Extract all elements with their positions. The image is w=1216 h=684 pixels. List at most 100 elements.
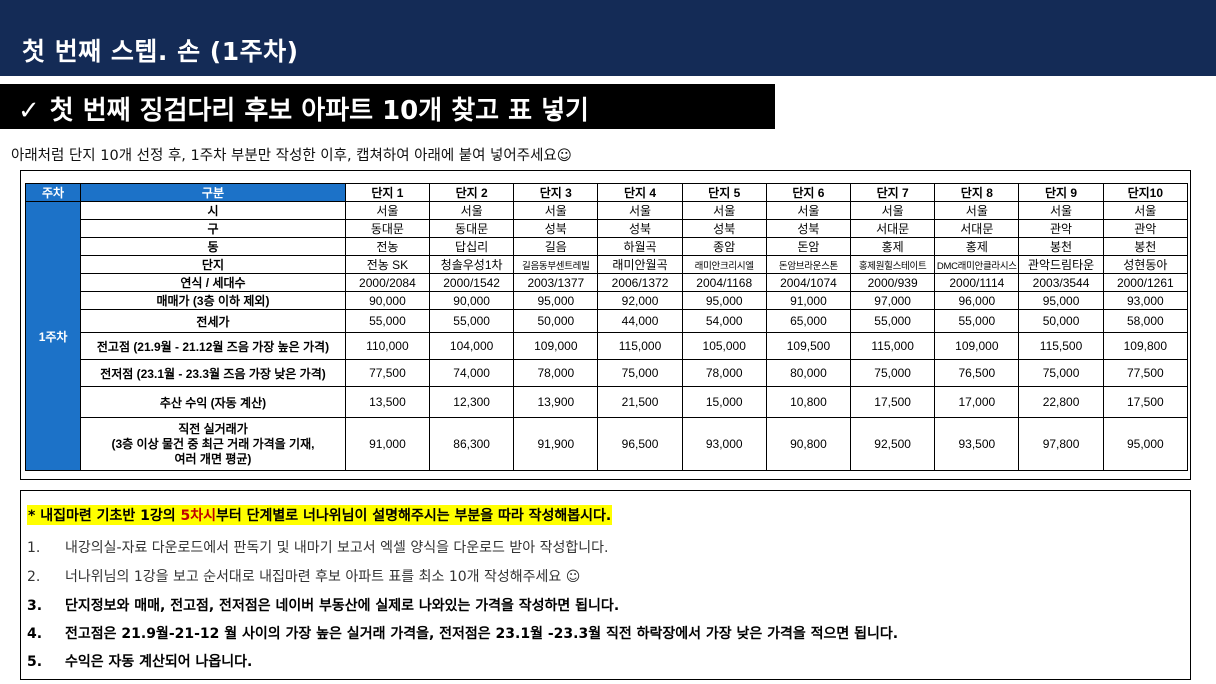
- note-item-3: 3. 단지정보와 매매, 전고점, 전저점은 네이버 부동산에 실제로 나와있는 …: [27, 595, 619, 615]
- note-number: 3.: [27, 598, 43, 614]
- table-cell: 55,000: [344, 309, 431, 333]
- table-cell: 2000/939: [850, 273, 936, 292]
- row-label: 동: [80, 237, 346, 256]
- table-cell: 성북: [765, 219, 852, 238]
- table-cell: 115,000: [597, 332, 683, 360]
- row-label: 전고점 (21.9월 - 21.12월 즈음 가장 높은 가격): [80, 332, 346, 360]
- table-cell: 13,900: [513, 386, 599, 418]
- table-cell: 75,000: [597, 359, 683, 387]
- table-cell: 65,000: [765, 309, 852, 333]
- header-category: 구분: [80, 183, 346, 202]
- section-banner: ✓ 첫 번째 징검다리 후보 아파트 10개 찾고 표 넣기: [0, 84, 775, 129]
- table-cell: 홍제원힐스테이트: [850, 255, 936, 274]
- table-cell: 홍제: [850, 237, 936, 256]
- note-text: 내강의실-자료 다운로드에서 판독기 및 내마기 보고서 엑셀 양식을 다운로드…: [65, 540, 609, 556]
- table-cell: 래미안월곡: [597, 255, 683, 274]
- table-row: 전세가 55,000 55,000 50,000 44,000 54,000 65,000 5…: [26, 309, 1189, 333]
- header-complex-4: 단지 4: [597, 183, 683, 202]
- table-cell: 44,000: [597, 309, 683, 333]
- table-cell: 95,000: [1018, 291, 1104, 310]
- table-cell: 2004/1168: [681, 273, 767, 292]
- table-cell: 15,000: [681, 386, 767, 418]
- table-cell: 55,000: [850, 309, 936, 333]
- table-cell: 55,000: [934, 309, 1020, 333]
- table-cell: 관악: [1018, 219, 1104, 238]
- table-cell: 성북: [597, 219, 683, 238]
- table-cell: 12,300: [429, 386, 515, 418]
- table-cell: 104,000: [429, 332, 515, 360]
- table-cell: 답십리: [429, 237, 515, 256]
- notes-box: * 내집마련 기초반 1강의 5차시부터 단계별로 너나위님이 설명해주시는 부…: [20, 490, 1191, 680]
- table-cell: 78,000: [681, 359, 767, 387]
- table-cell: 17,500: [850, 386, 936, 418]
- note-item-1: 1. 내강의실-자료 다운로드에서 판독기 및 내마기 보고서 엑셀 양식을 다운…: [27, 537, 608, 557]
- table-row: 전고점 (21.9월 - 21.12월 즈음 가장 높은 가격) 110,000 1…: [26, 332, 1189, 360]
- table-cell: 76,500: [934, 359, 1020, 387]
- header-complex-9: 단지 9: [1018, 183, 1104, 202]
- header-complex-8: 단지 8: [934, 183, 1020, 202]
- table-cell: 2000/1114: [934, 273, 1020, 292]
- table-cell: 110,000: [344, 332, 431, 360]
- table-row: 직전 실거래가 (3층 이상 물건 중 최근 거래 가격을 기재, 여러 개면 평균…: [26, 417, 1189, 471]
- table-cell: 97,800: [1018, 417, 1104, 471]
- apartment-table-frame: 주차 구분 단지 1 단지 2 단지 3 단지 4 단지 5 단지 6 단지 7 단지 8 단지…: [20, 170, 1191, 480]
- table-cell: 2006/1372: [597, 273, 683, 292]
- table-row: 구 동대문 동대문 성북 성북 성북 성북 서대문 서대문 관악 관악: [26, 219, 1189, 238]
- table-cell: 서울: [429, 201, 515, 220]
- table-cell: 서울: [1102, 201, 1189, 220]
- page-title: 첫 번째 스텝. 손 (1주차): [22, 37, 299, 66]
- table-cell: 서대문: [934, 219, 1020, 238]
- table-cell: 종암: [681, 237, 767, 256]
- table-cell: 95,000: [1102, 417, 1189, 471]
- table-cell: 전농 SK: [344, 255, 431, 274]
- check-icon: ✓: [18, 96, 40, 126]
- table-cell: 55,000: [429, 309, 515, 333]
- table-cell: 115,000: [850, 332, 936, 360]
- table-cell: 93,000: [1102, 291, 1189, 310]
- table-cell: 10,800: [765, 386, 852, 418]
- row-label: 전세가: [80, 309, 346, 333]
- table-cell: 서울: [597, 201, 683, 220]
- row-label: 연식 / 세대수: [80, 273, 346, 292]
- table-cell: 길음동부센트레빌: [513, 255, 599, 274]
- header-complex-7: 단지 7: [850, 183, 936, 202]
- table-cell: 2000/1542: [429, 273, 515, 292]
- table-cell: 22,800: [1018, 386, 1104, 418]
- row-label: 전저점 (23.1월 - 23.3월 즈음 가장 낮은 가격): [80, 359, 346, 387]
- table-cell: 97,000: [850, 291, 936, 310]
- header-bar: 첫 번째 스텝. 손 (1주차): [0, 0, 1216, 76]
- table-cell: 58,000: [1102, 309, 1189, 333]
- header-complex-10: 단지10: [1102, 183, 1189, 202]
- table-cell: 서울: [765, 201, 852, 220]
- table-cell: 돈암: [765, 237, 852, 256]
- row-label: 매매가 (3층 이하 제외): [80, 291, 346, 310]
- table-cell: 청솔우성1차: [429, 255, 515, 274]
- row-label-line: 여러 개면 평균): [174, 451, 252, 466]
- table-cell: 90,800: [765, 417, 852, 471]
- apartment-table: 주차 구분 단지 1 단지 2 단지 3 단지 4 단지 5 단지 6 단지 7 단지 8 단지…: [24, 183, 1189, 471]
- row-label-line: (3층 이상 물건 중 최근 거래 가격을 기재,: [111, 436, 315, 451]
- table-cell: 서울: [344, 201, 431, 220]
- row-label: 단지: [80, 255, 346, 274]
- table-cell: 동대문: [344, 219, 431, 238]
- table-row: 1주차 시 서울 서울 서울 서울 서울 서울 서울 서울 서울 서울: [24, 201, 1189, 471]
- note-text: 단지정보와 매매, 전고점, 전저점은 네이버 부동산에 실제로 나와있는 가격…: [65, 598, 620, 614]
- table-row: 매매가 (3층 이하 제외) 90,000 90,000 95,000 92,000 95…: [26, 291, 1189, 310]
- notes-highlight-red: 5차시: [180, 508, 216, 524]
- notes-highlight-prefix: * 내집마련 기초반 1강의: [28, 508, 181, 524]
- table-cell: 50,000: [513, 309, 599, 333]
- table-cell: 서울: [1018, 201, 1104, 220]
- header-complex-5: 단지 5: [681, 183, 767, 202]
- table-cell: 21,500: [597, 386, 683, 418]
- note-number: 2.: [27, 569, 41, 585]
- table-cell: 95,000: [513, 291, 599, 310]
- table-cell: 90,000: [344, 291, 431, 310]
- section-title: ✓ 첫 번째 징검다리 후보 아파트 10개 찾고 표 넣기: [18, 90, 589, 127]
- table-cell: 홍제: [934, 237, 1020, 256]
- table-cell: 77,500: [344, 359, 431, 387]
- table-cell: 109,000: [513, 332, 599, 360]
- table-header-row: 주차 구분 단지 1 단지 2 단지 3 단지 4 단지 5 단지 6 단지 7 단지 8 단지…: [24, 183, 1189, 202]
- table-cell: 109,000: [934, 332, 1020, 360]
- row-label-line: 직전 실거래가: [178, 421, 248, 436]
- table-cell: 50,000: [1018, 309, 1104, 333]
